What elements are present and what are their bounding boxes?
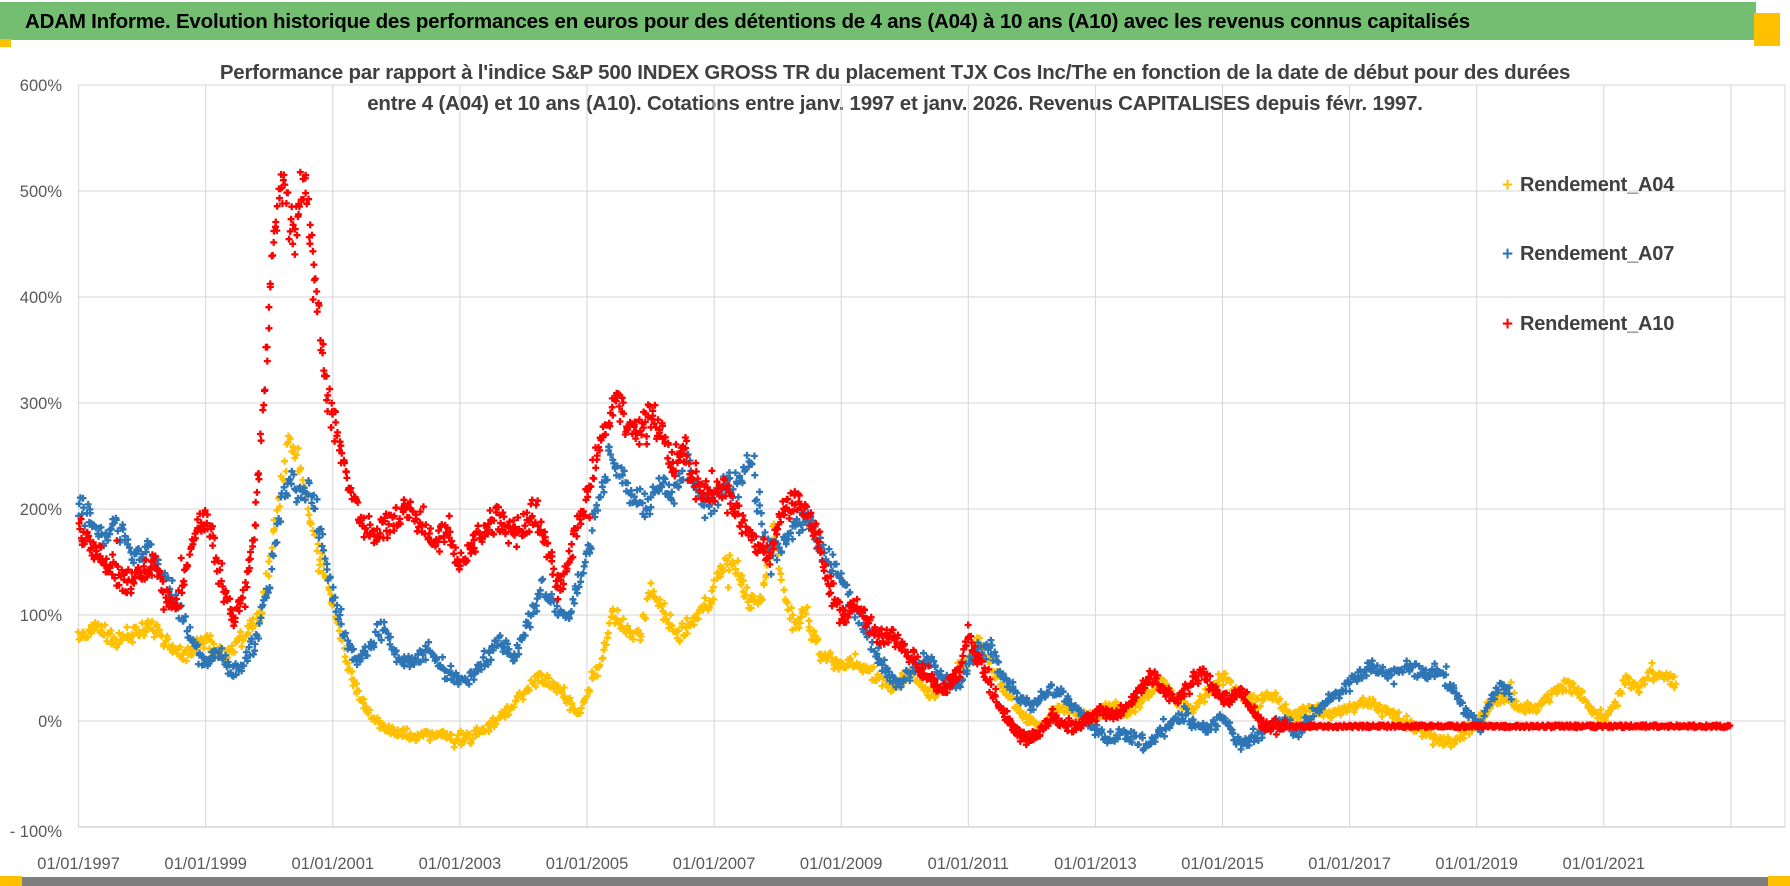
svg-text:01/01/2005: 01/01/2005 <box>546 855 629 873</box>
plus-marker-icon: + <box>1502 243 1514 265</box>
gold-accent-top-right <box>1754 13 1780 46</box>
svg-text:01/01/2009: 01/01/2009 <box>800 855 883 873</box>
legend-item-rendement-a04[interactable]: + Rendement_A04 <box>1502 174 1674 197</box>
series-rendement_a10-points[interactable] <box>75 168 1289 749</box>
x-axis-labels: 01/01/1997 01/01/1999 01/01/2001 01/01/2003… <box>37 855 1645 873</box>
series-rendement_a07-points[interactable] <box>75 443 1515 754</box>
svg-text:01/01/2017: 01/01/2017 <box>1308 855 1391 873</box>
legend-item-rendement-a07[interactable]: + Rendement_A07 <box>1502 243 1674 266</box>
svg-text:- 100%: - 100% <box>10 823 63 841</box>
svg-text:01/01/2003: 01/01/2003 <box>419 855 502 873</box>
chart-title: Performance par rapport à l'indice S&P 5… <box>85 57 1705 119</box>
svg-text:01/01/1997: 01/01/1997 <box>37 855 120 873</box>
svg-text:500%: 500% <box>20 183 63 201</box>
y-axis-labels: 600% 500% 400% 300% 200% 100% 0% - 100% <box>10 77 63 841</box>
svg-text:400%: 400% <box>20 289 63 307</box>
svg-text:01/01/2019: 01/01/2019 <box>1435 855 1518 873</box>
svg-text:100%: 100% <box>20 607 63 625</box>
gold-accent-bottom-right <box>1768 876 1790 886</box>
flat-red-line[interactable] <box>1257 721 1734 732</box>
legend-label: Rendement_A07 <box>1520 243 1675 265</box>
legend-item-rendement-a10[interactable]: + Rendement_A10 <box>1502 313 1674 336</box>
banner: ADAM Informe. Evolution historique des p… <box>0 2 1756 40</box>
series-rendement_a04-points[interactable] <box>74 432 1680 751</box>
plus-marker-icon: + <box>1502 313 1514 335</box>
svg-text:200%: 200% <box>20 501 63 519</box>
svg-text:01/01/2011: 01/01/2011 <box>928 855 1009 873</box>
gold-accent-top-left <box>0 39 11 47</box>
svg-text:600%: 600% <box>20 77 63 95</box>
chart-title-line2: entre 4 (A04) et 10 ans (A10). Cotations… <box>367 92 1423 115</box>
svg-text:300%: 300% <box>20 395 63 413</box>
plus-marker-icon: + <box>1502 174 1514 196</box>
gold-accent-bottom-left <box>0 876 22 886</box>
svg-text:01/01/1999: 01/01/1999 <box>164 855 247 873</box>
chart-title-line1: Performance par rapport à l'indice S&P 5… <box>219 61 1571 84</box>
svg-text:01/01/2001: 01/01/2001 <box>292 855 375 873</box>
svg-text:01/01/2021: 01/01/2021 <box>1563 855 1646 873</box>
svg-text:01/01/2015: 01/01/2015 <box>1181 855 1264 873</box>
svg-text:0%: 0% <box>38 713 62 731</box>
banner-title: ADAM Informe. Evolution historique des p… <box>25 10 1470 33</box>
svg-text:01/01/2013: 01/01/2013 <box>1054 855 1137 873</box>
legend-label: Rendement_A04 <box>1520 174 1675 196</box>
legend-label: Rendement_A10 <box>1520 313 1675 335</box>
bottom-scrollbar[interactable] <box>22 877 1768 886</box>
gridlines <box>78 84 1786 828</box>
svg-text:01/01/2007: 01/01/2007 <box>673 855 756 873</box>
